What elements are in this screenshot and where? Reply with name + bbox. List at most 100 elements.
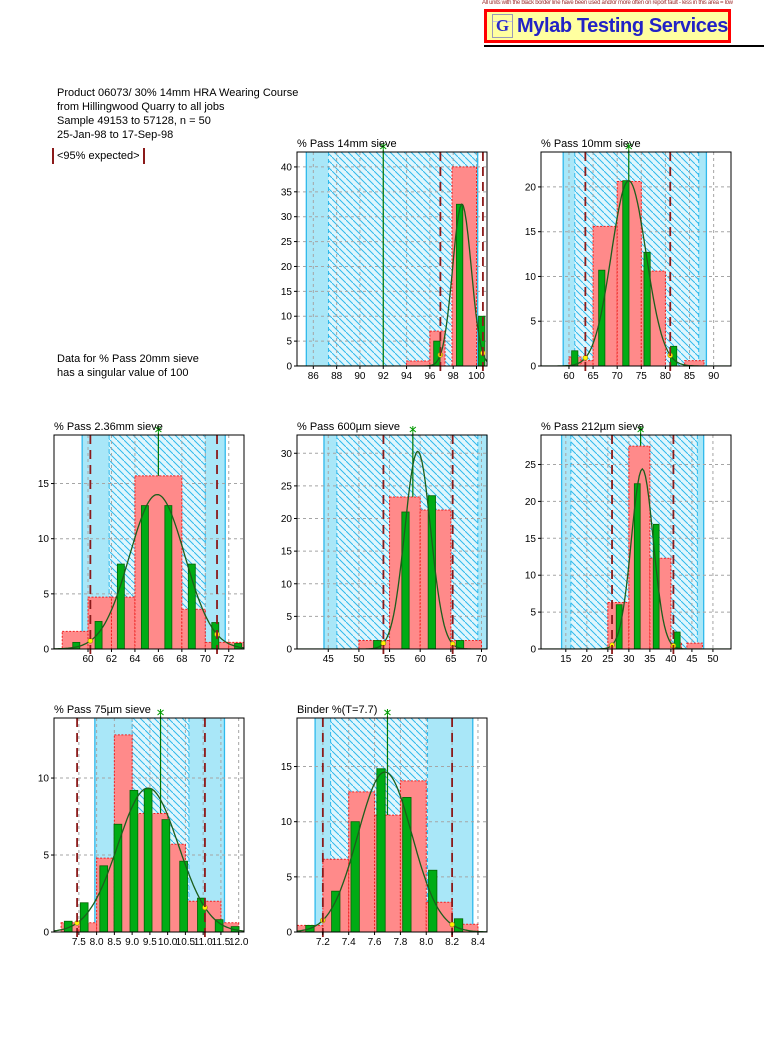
svg-text:30: 30 (623, 654, 635, 665)
svg-text:20: 20 (281, 514, 293, 525)
svg-text:10: 10 (38, 534, 50, 545)
histogram-pass-75um-sieve: 7.5 8.0 8.5 9.0 9.5 10.0 10.5 11.0 11.5 12.0 0 5 10%… (26, 702, 266, 954)
date-range-line: 25-Jan-98 to 17-Sep-98 (57, 129, 174, 141)
svg-text:10: 10 (281, 579, 293, 590)
svg-text:15: 15 (281, 762, 293, 773)
source-line: from Hillingwood Quarry to all jobs (57, 101, 225, 113)
svg-text:10.5: 10.5 (176, 937, 196, 948)
svg-text:7.4: 7.4 (342, 937, 356, 948)
svg-text:66: 66 (153, 654, 165, 665)
product-line: Product 06073/ 30% 14mm HRA Wearing Cour… (57, 87, 299, 99)
svg-text:65: 65 (445, 654, 457, 665)
svg-text:85: 85 (684, 371, 696, 382)
svg-text:8.0: 8.0 (90, 937, 104, 948)
svg-text:50: 50 (353, 654, 365, 665)
histogram-pass-600um-sieve: 45 50 55 60 65 70 0 5 10 15 20 25 30 % Pass 600µm sie… (269, 419, 509, 671)
svg-text:10: 10 (525, 272, 537, 283)
svg-text:68: 68 (176, 654, 188, 665)
histogram-svg: 7.2 7.4 7.6 7.8 8.0 8.2 8.4 0 5 10 15 Binder %(T=7.… (281, 704, 488, 948)
svg-text:5: 5 (530, 608, 536, 619)
svg-text:25: 25 (281, 237, 293, 248)
svg-text:15: 15 (525, 227, 537, 238)
svg-text:15: 15 (560, 654, 572, 665)
svg-text:% Pass 14mm sieve: % Pass 14mm sieve (297, 138, 397, 150)
svg-text:25: 25 (602, 654, 614, 665)
logo-title: Mylab Testing Services (517, 14, 728, 37)
svg-text:5: 5 (530, 317, 536, 328)
svg-text:72: 72 (223, 654, 235, 665)
svg-text:75: 75 (636, 371, 648, 382)
svg-text:96: 96 (424, 371, 436, 382)
svg-text:5: 5 (286, 337, 292, 348)
svg-text:15: 15 (281, 547, 293, 558)
svg-text:20: 20 (525, 497, 537, 508)
svg-text:10: 10 (38, 774, 50, 785)
histogram-svg: 60 65 70 75 80 85 90 0 5 10 15 20 % Pass 10mm sieve (525, 138, 732, 382)
svg-text:64: 64 (129, 654, 141, 665)
product-info: Product 06073/ 30% 14mm HRA Wearing Cour… (57, 86, 298, 142)
svg-text:88: 88 (331, 371, 343, 382)
svg-text:Binder %(T=7.7): Binder %(T=7.7) (297, 704, 377, 716)
svg-text:11.0: 11.0 (194, 937, 213, 948)
histogram-svg: 60 62 64 66 68 70 72 0 5 10 15 % Pass 2.36mm sieve (38, 421, 245, 665)
histogram-pass-2-36mm-sieve: 60 62 64 66 68 70 72 0 5 10 15 % Pass 2.36mm sieve (26, 419, 266, 671)
header-rule (484, 45, 764, 47)
svg-text:% Pass 212µm sieve: % Pass 212µm sieve (541, 421, 644, 433)
svg-text:20: 20 (281, 262, 293, 273)
svg-text:60: 60 (415, 654, 427, 665)
svg-text:10.0: 10.0 (158, 937, 178, 948)
svg-text:% Pass 75µm sieve: % Pass 75µm sieve (54, 704, 151, 716)
note-line: Data for % Pass 20mm sieve (57, 353, 199, 365)
svg-text:% Pass 10mm sieve: % Pass 10mm sieve (541, 138, 641, 150)
svg-text:94: 94 (401, 371, 413, 382)
svg-text:65: 65 (588, 371, 600, 382)
svg-text:9.5: 9.5 (143, 937, 157, 948)
svg-text:62: 62 (106, 654, 118, 665)
svg-text:100: 100 (468, 371, 485, 382)
histogram-svg: 7.5 8.0 8.5 9.0 9.5 10.010.511.0 11.512.0 0 5 10%… (38, 704, 249, 948)
histogram-binder-percent: 7.2 7.4 7.6 7.8 8.0 8.2 8.4 0 5 10 15 Binder %(T=7.… (269, 702, 509, 954)
svg-text:10: 10 (281, 817, 293, 828)
svg-text:8.5: 8.5 (107, 937, 121, 948)
singular-value-note: Data for % Pass 20mm sieve has a singula… (57, 352, 199, 380)
svg-text:40: 40 (665, 654, 677, 665)
histogram-svg: 45 50 55 60 65 70 0 5 10 15 20 25 30 % Pass 600µm sie… (281, 421, 488, 665)
svg-text:20: 20 (581, 654, 593, 665)
svg-text:15: 15 (281, 287, 293, 298)
svg-text:25: 25 (281, 481, 293, 492)
svg-text:92: 92 (378, 371, 390, 382)
svg-text:9.0: 9.0 (125, 937, 139, 948)
svg-text:7.6: 7.6 (368, 937, 382, 948)
svg-text:60: 60 (563, 371, 575, 382)
histogram-pass-212um-sieve: 15 20 25 30 35 40 45 50 0 5 10 15 20 25 % Pass 212µm s… (513, 419, 753, 671)
svg-text:0: 0 (286, 928, 292, 939)
expected-legend-label: <95% expected> (57, 150, 140, 162)
svg-text:45: 45 (686, 654, 698, 665)
svg-text:0: 0 (43, 928, 49, 939)
svg-text:70: 70 (612, 371, 624, 382)
svg-text:80: 80 (660, 371, 672, 382)
expected-limits-legend: <95% expected> (52, 148, 145, 164)
svg-text:90: 90 (354, 371, 366, 382)
svg-text:7.5: 7.5 (72, 937, 86, 948)
histogram-svg: 15 20 25 30 35 40 45 50 0 5 10 15 20 25 % Pass 212µm s… (525, 421, 732, 665)
svg-text:15: 15 (525, 534, 537, 545)
svg-text:50: 50 (707, 654, 719, 665)
svg-text:55: 55 (384, 654, 396, 665)
svg-text:70: 70 (200, 654, 212, 665)
svg-text:11.5: 11.5 (212, 937, 231, 948)
svg-text:% Pass 600µm sieve: % Pass 600µm sieve (297, 421, 400, 433)
svg-text:0: 0 (530, 645, 536, 656)
company-logo: G Mylab Testing Services (484, 9, 731, 43)
svg-text:7.2: 7.2 (316, 937, 330, 948)
fine-print: All units with the black border line hav… (482, 0, 733, 6)
svg-text:70: 70 (476, 654, 488, 665)
svg-text:7.8: 7.8 (393, 937, 407, 948)
svg-text:20: 20 (525, 182, 537, 193)
svg-text:15: 15 (38, 479, 50, 490)
histogram-pass-10mm-sieve: 60 65 70 75 80 85 90 0 5 10 15 20 % Pass 10mm sieve (513, 136, 753, 388)
svg-text:40: 40 (281, 162, 293, 173)
svg-text:5: 5 (286, 612, 292, 623)
sample-line: Sample 49153 to 57128, n = 50 (57, 115, 211, 127)
